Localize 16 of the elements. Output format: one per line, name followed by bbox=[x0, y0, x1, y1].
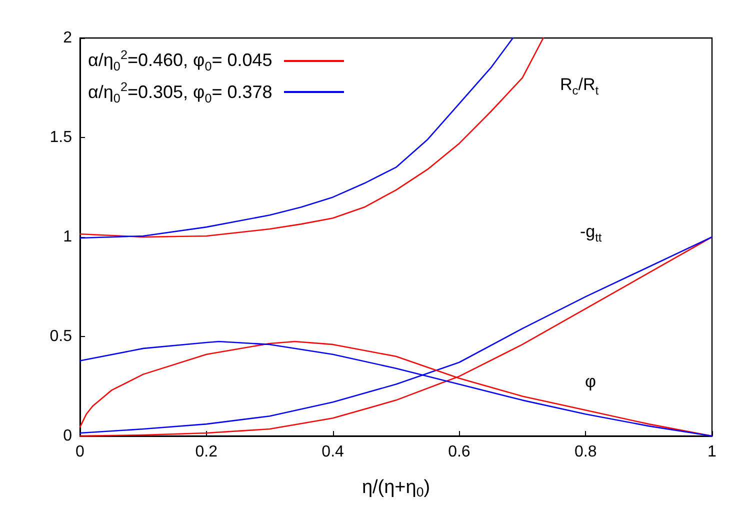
y-tick-label: 1 bbox=[63, 228, 72, 246]
legend-label: α/η$_{0}$$^{2}$=0.460, φ$_{0}$= 0.045 bbox=[88, 48, 272, 74]
annotation: φ bbox=[585, 372, 596, 392]
y-tick-label: 0 bbox=[63, 428, 72, 444]
x-tick-label: 0.2 bbox=[195, 444, 218, 460]
annotation: R$_{c}$/R$_{t}$ bbox=[560, 75, 599, 98]
y-tick-label: 0.5 bbox=[50, 328, 72, 345]
x-tick-label: 0 bbox=[76, 444, 85, 460]
legend-label: α/η$_{0}$$^{2}$=0.305, φ$_{0}$= 0.378 bbox=[88, 80, 272, 106]
x-tick-label: 0.4 bbox=[322, 444, 344, 460]
y-tick-label: 2 bbox=[63, 30, 72, 46]
annotation: -g$_{tt}$ bbox=[580, 222, 602, 244]
x-tick-label: 1 bbox=[708, 444, 717, 460]
y-tick-label: 1.5 bbox=[50, 129, 72, 146]
x-tick-label: 0.6 bbox=[448, 444, 470, 460]
x-tick-label: 0.8 bbox=[574, 444, 597, 460]
